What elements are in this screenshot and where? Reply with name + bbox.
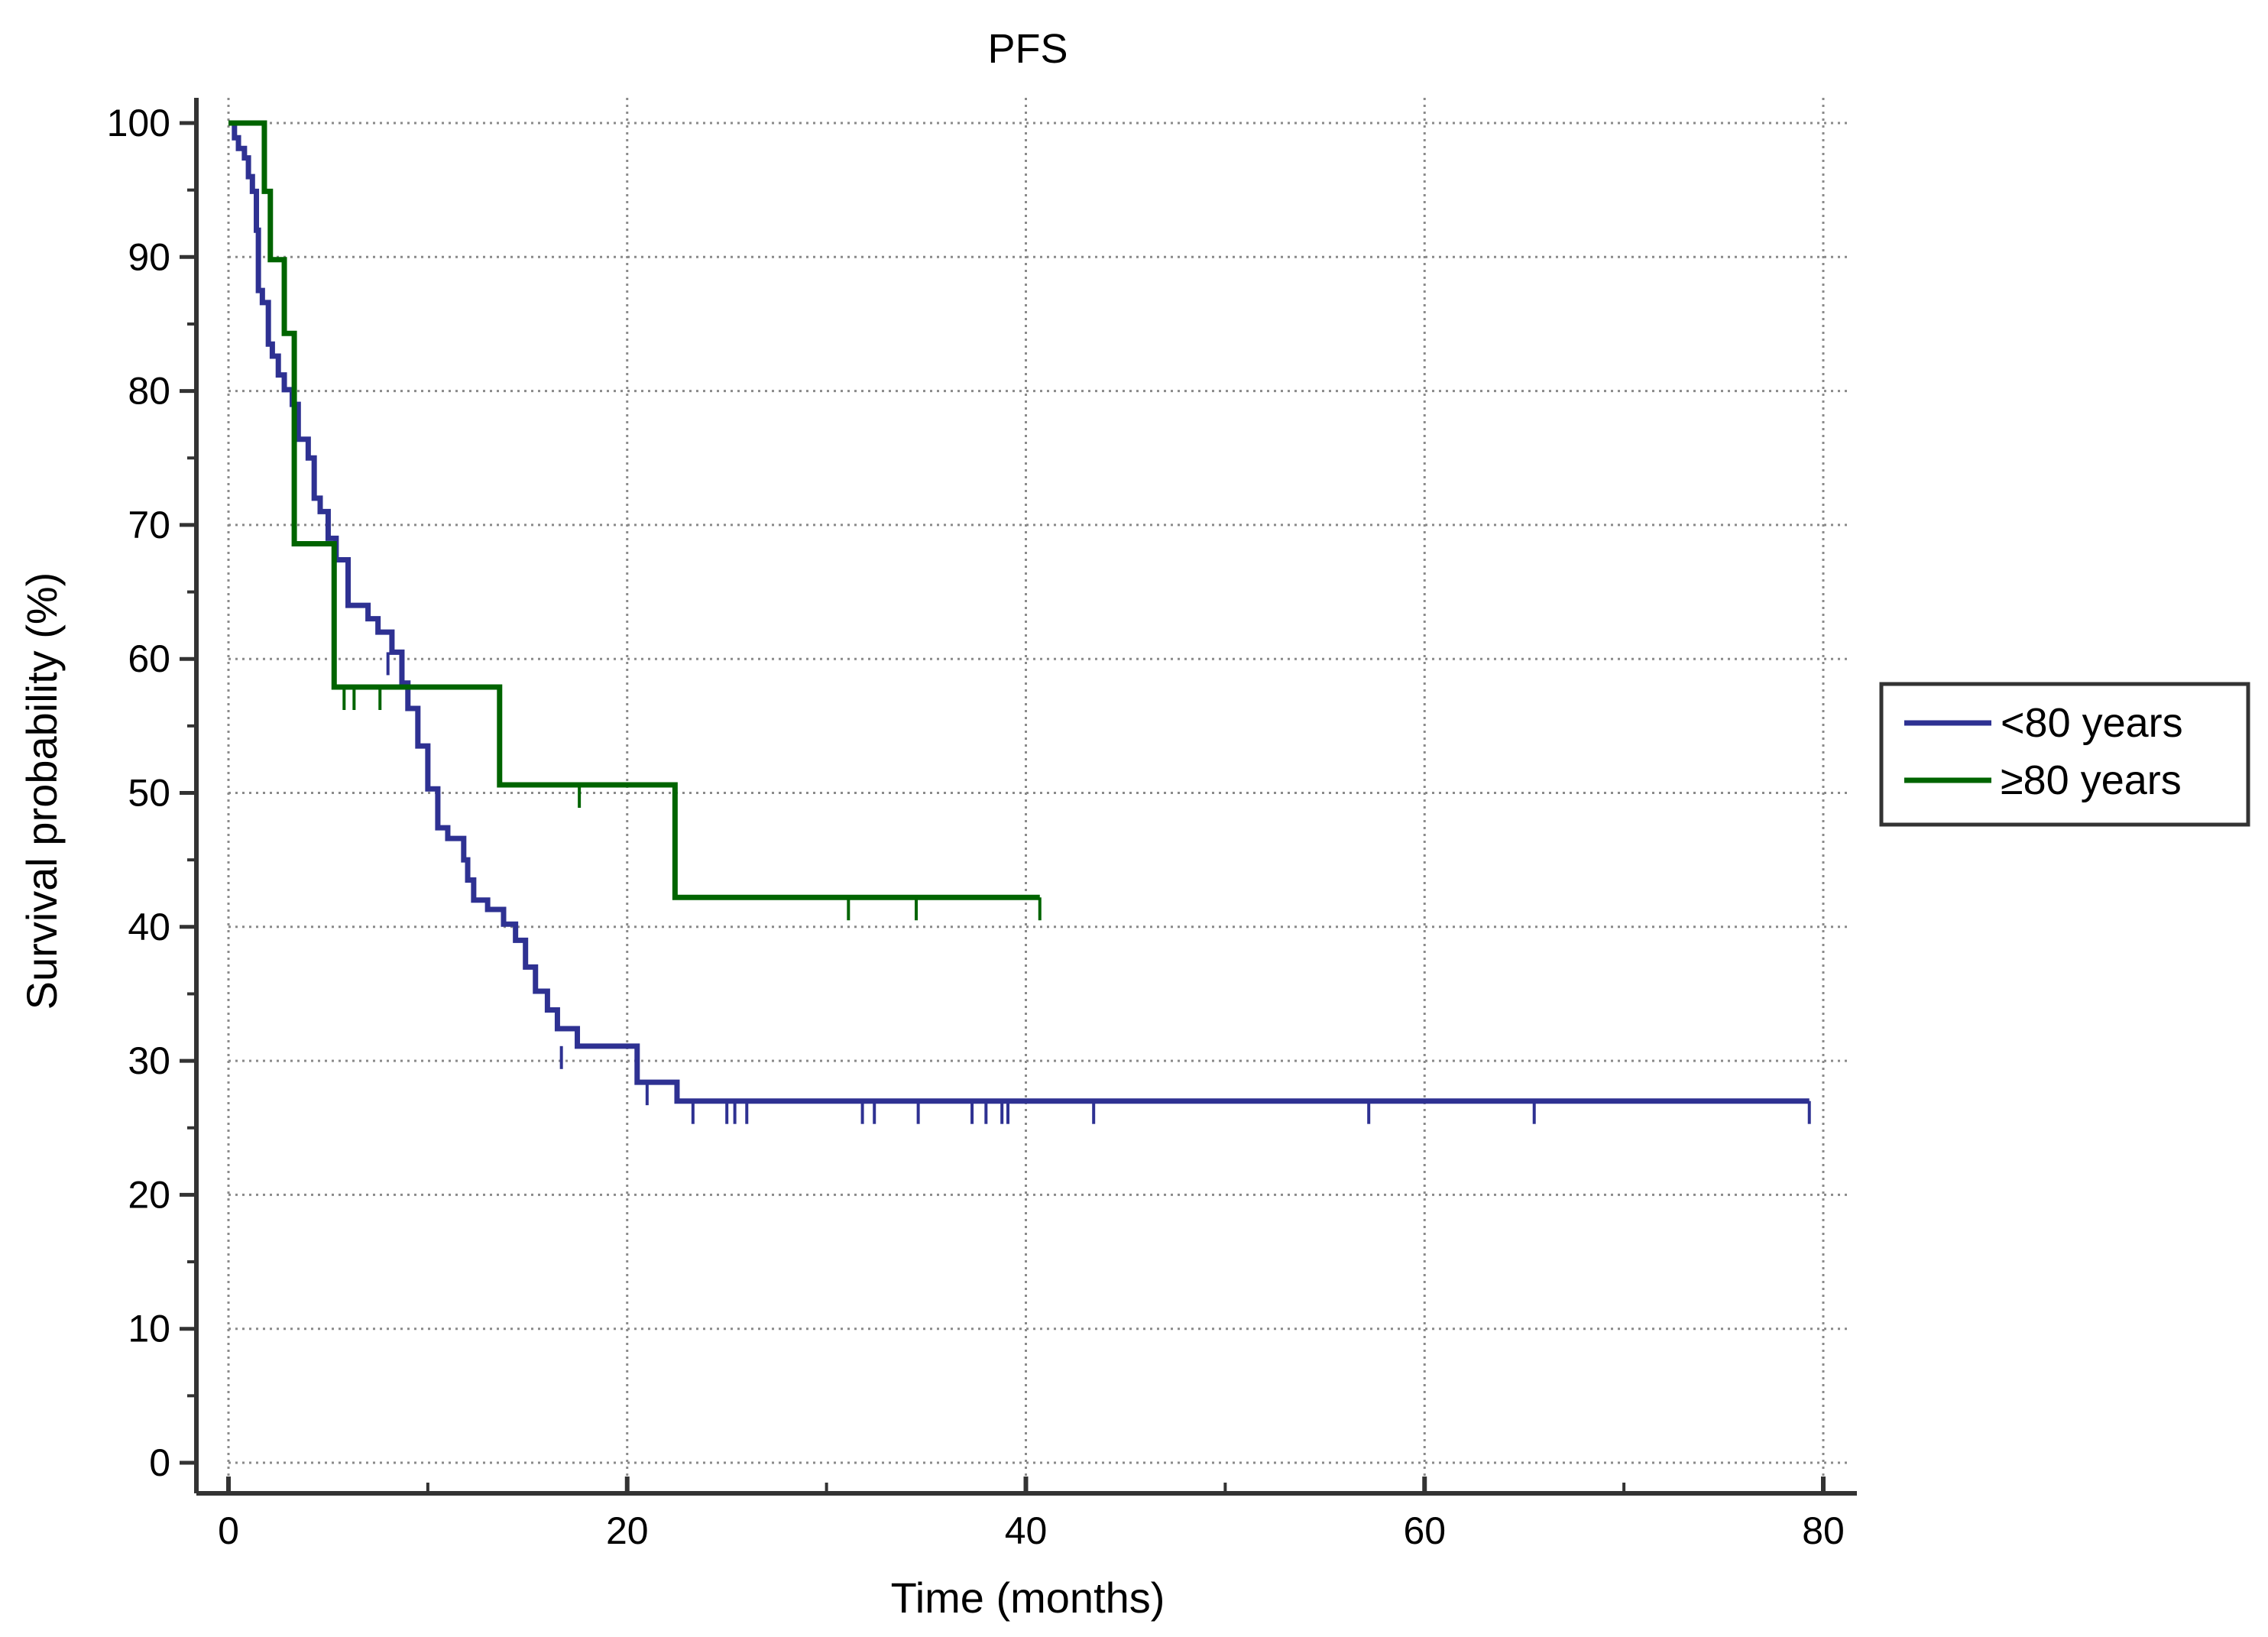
y-tick-label: 60 [128,637,170,680]
y-tick-label: 40 [128,906,170,948]
chart-title: PFS [987,26,1068,72]
x-tick-label: 80 [1802,1509,1845,1552]
legend-label-over80: ≥80 years [2001,757,2182,803]
grid-lines [227,98,1849,1493]
y-tick-label: 20 [128,1173,170,1216]
y-tick-label: 0 [149,1441,170,1484]
y-tick-label: 50 [128,772,170,815]
x-tick-label: 40 [1005,1509,1048,1552]
x-tick-label: 20 [606,1509,649,1552]
y-tick-label: 30 [128,1039,170,1082]
legend-box [1879,682,2250,827]
legend-label-under80: <80 years [2001,700,2183,746]
y-tick-label: 90 [128,235,170,278]
y-tick-label: 80 [128,370,170,413]
axes: 0 10 20 30 40 50 60 70 80 90 100 0 20 40 60 80 [107,98,1857,1552]
y-tick-label: 100 [107,102,170,144]
x-tick-label: 0 [218,1509,239,1552]
labels: PFS Time (months) Survival probability (… [18,26,1165,1622]
legend: <80 years ≥80 years [1879,682,2250,827]
y-tick-label: 70 [128,504,170,546]
y-axis-title: Survival probability (%) [18,572,66,1010]
x-tick-label: 60 [1403,1509,1446,1552]
y-tick-label: 10 [128,1308,170,1350]
series-group [228,120,1811,1124]
survival-curve-over80 [228,120,1040,900]
x-axis-title: Time (months) [891,1574,1165,1622]
survival-curve-under80 [228,120,1810,1104]
